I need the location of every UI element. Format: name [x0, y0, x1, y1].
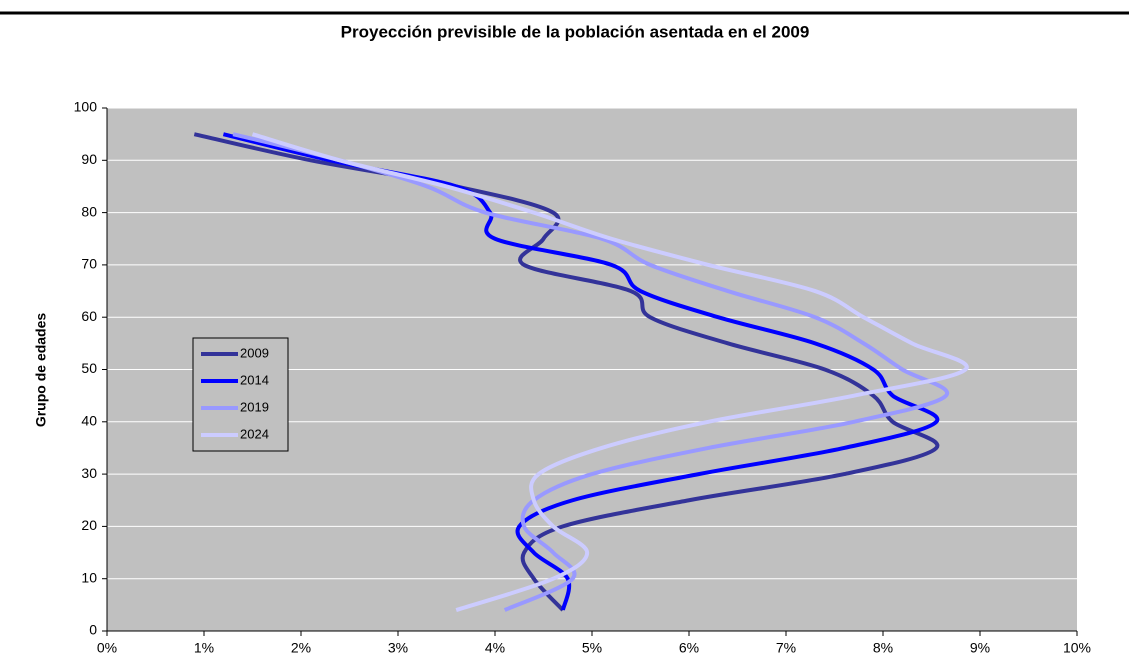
legend-box	[192, 337, 289, 452]
y-tick-label: 0	[89, 622, 97, 638]
y-tick-label: 80	[81, 203, 97, 219]
y-tick-label: 10	[81, 569, 97, 585]
chart-title: Proyección previsible de la población as…	[341, 22, 810, 41]
series-line	[222, 132, 940, 611]
y-axis-title: Grupo de edades	[33, 313, 49, 428]
y-tick-label: 90	[81, 151, 97, 167]
y-tick-label: 20	[81, 517, 97, 533]
x-tick-label: 2%	[291, 640, 311, 656]
x-tick-label: 0%	[97, 640, 117, 656]
x-tick-label: 10%	[1063, 640, 1091, 656]
legend-label: 2019	[240, 399, 269, 414]
x-tick-label: 9%	[970, 640, 990, 656]
series-line	[232, 132, 950, 612]
series-line	[251, 132, 969, 612]
legend-label: 2009	[240, 345, 269, 360]
x-tick-label: 5%	[582, 640, 602, 656]
series-line	[193, 132, 940, 612]
y-tick-label: 60	[81, 308, 97, 324]
legend-label: 2014	[240, 372, 269, 387]
y-tick-label: 40	[81, 413, 97, 429]
x-tick-label: 4%	[485, 640, 505, 656]
y-tick-label: 50	[81, 360, 97, 376]
x-tick-label: 3%	[388, 640, 408, 656]
x-tick-label: 8%	[873, 640, 893, 656]
x-tick-label: 1%	[194, 640, 214, 656]
x-tick-label: 7%	[776, 640, 796, 656]
y-tick-label: 30	[81, 465, 97, 481]
legend-label: 2024	[240, 426, 269, 441]
y-tick-label: 100	[74, 99, 98, 115]
x-tick-label: 6%	[679, 640, 699, 656]
y-tick-label: 70	[81, 256, 97, 272]
